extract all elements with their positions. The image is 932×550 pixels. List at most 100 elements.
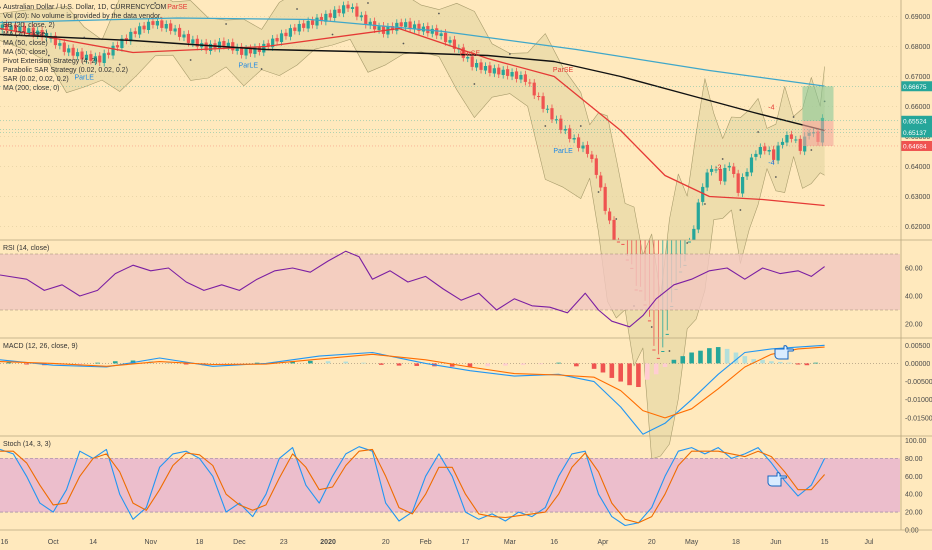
candle-body [9,25,13,31]
time-tick-label: Jun [770,539,781,546]
signal-marker-label: ParSE [460,51,481,58]
candle-body [115,45,120,48]
time-tick-label: 18 [196,539,204,546]
sar-dot [473,83,476,85]
sar-dot [704,203,706,205]
sar-dot [260,68,263,70]
macd-line [0,344,825,435]
time-tick-label: 16 [550,539,558,546]
signal-marker-label: ParLE [75,75,95,82]
candle-body [590,154,594,159]
signal-marker-label: ParLE [553,148,573,155]
candle-body [381,25,386,34]
rsi-axis-tick-label: 20.00 [905,322,923,329]
sar-dot [154,2,157,4]
macd-histogram-bar [343,361,349,364]
price-tag-box [901,81,932,92]
candle-body [563,129,567,131]
candle-body [293,27,297,31]
macd-histogram-bar [254,362,260,364]
candle-body [129,31,133,42]
candle-body [537,96,541,97]
macd-histogram-bar [290,361,295,364]
candle-body [368,21,372,26]
sar-dot [331,33,334,36]
candle-body [71,47,75,56]
signal-marker-label: ParSE [167,4,188,11]
sar-dot [47,54,50,57]
candle-body [138,26,142,35]
macd-histogram-bar [644,363,650,380]
candle-body [448,40,452,43]
rsi-line [0,250,825,328]
candle-body [514,71,519,79]
macd-panel[interactable]: MACD (12, 26, close, 9) 0.00500 0.00000 -0.… [0,343,932,437]
candle-body [208,43,213,51]
candle-body [430,28,434,34]
candle-body [177,27,182,37]
signal-marker-label: ParLE [239,63,259,70]
macd-histogram-bar [6,361,12,364]
candle-body [36,30,40,36]
candle-body [550,108,554,120]
macd-histogram-bar [166,361,171,364]
stoch-panel[interactable]: Stoch (14, 3, 3) 100.00 80.00 60.00 40.00 20.… [0,438,932,535]
sar-dot [402,42,405,45]
candle-body [240,46,244,55]
candle-body [151,21,155,25]
sar-dot [792,116,795,118]
candle-body [13,24,18,32]
candle-body [661,351,665,352]
rsi-axis-tick-label: 60.00 [905,266,923,273]
candle-body [142,25,146,30]
time-tick-label: 16 [1,539,9,546]
bollinger-upper-line [0,0,825,298]
rsi-panel[interactable]: RSI (14, close) 60.00 40.00 20.00 [0,245,932,339]
candle-body [302,23,306,28]
candle-body [262,43,266,53]
legend-line: MA (20, close) [3,31,48,38]
candle-body [328,13,332,18]
candle-body [27,28,31,33]
macd-axis-tick-label: -0.01500 [905,415,932,422]
macd-histogram-bar [715,347,721,364]
candle-body [93,56,97,62]
candle-body [435,28,439,36]
candle-body [315,17,319,26]
macd-histogram-bar [396,363,402,366]
candle-body [741,177,745,194]
candle-body [714,169,718,171]
candle-body [58,43,62,46]
ma-red-line [0,27,825,207]
price-axis-tick-label: 0.68000 [905,44,930,51]
sar-dot [650,326,653,328]
candle-body [621,243,625,245]
macd-axis-tick-label: -0.01000 [905,397,932,404]
macd-histogram-bar [698,350,703,364]
time-axis: 16 Oct 14 Nov 18 Dec 23 2020 20 Feb 17 Mar 16 Apr 20 Ma… [1,539,874,546]
candle-body [599,175,603,188]
candle-body [266,43,270,47]
candle-body [160,20,164,28]
sar-dot [0,6,1,9]
candle-body [763,146,767,151]
candle-body [519,75,523,80]
sar-dot [686,242,689,244]
candle-body [506,69,510,76]
candle-body [528,82,532,84]
price-axis-tick-label: 0.64000 [905,164,930,171]
candle-body [745,171,749,177]
price-tag-label: 0.66675 [903,84,927,91]
macd-histogram-bar [609,363,615,378]
macd-histogram-bar [308,360,313,364]
candle-body [133,31,137,34]
price-axis-tick-label: 0.66000 [905,104,930,111]
macd-histogram-bar [751,359,756,364]
macd-histogram-bar [378,363,384,365]
candle-body [18,26,22,32]
candle-body [421,26,425,32]
time-tick-label: 15 [821,539,829,546]
candle-body [594,158,598,175]
